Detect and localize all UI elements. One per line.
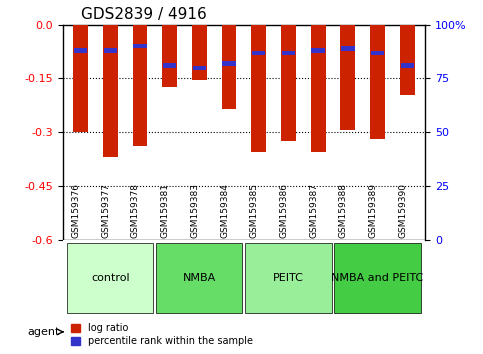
Text: GSM159378: GSM159378 [131,183,140,238]
Text: GSM159377: GSM159377 [101,183,110,238]
Bar [341,46,355,51]
Text: agent: agent [28,327,60,337]
Bar [400,25,414,95]
Bar [132,25,147,147]
Bar [133,44,147,48]
Text: GDS2839 / 4916: GDS2839 / 4916 [81,7,207,22]
Bar [281,25,296,141]
FancyBboxPatch shape [335,244,421,313]
FancyBboxPatch shape [245,244,331,313]
Bar [311,25,326,152]
Text: control: control [91,273,129,283]
Bar [341,25,355,130]
Text: GSM159390: GSM159390 [398,183,407,238]
Text: PEITC: PEITC [273,273,304,283]
Bar [222,25,237,109]
Bar [371,51,384,55]
Text: GSM159388: GSM159388 [339,183,348,238]
Bar [73,25,88,132]
Text: GSM159389: GSM159389 [369,183,378,238]
Bar [282,51,295,55]
Bar [400,63,414,68]
Bar [312,48,325,53]
Bar [222,61,236,65]
Text: GSM159385: GSM159385 [250,183,259,238]
Legend: log ratio, percentile rank within the sample: log ratio, percentile rank within the sa… [68,320,256,349]
Text: GSM159384: GSM159384 [220,183,229,238]
Bar [370,25,385,139]
Bar [162,25,177,87]
Bar [252,51,266,55]
Bar [251,25,266,152]
Bar [193,65,206,70]
Bar [163,63,176,68]
Bar [103,25,118,157]
Bar [104,48,117,53]
Text: GSM159386: GSM159386 [280,183,288,238]
Text: GSM159387: GSM159387 [309,183,318,238]
FancyBboxPatch shape [156,244,242,313]
Text: GSM159383: GSM159383 [190,183,199,238]
Bar [192,25,207,80]
Text: NMBA: NMBA [183,273,216,283]
Text: GSM159381: GSM159381 [161,183,170,238]
FancyBboxPatch shape [67,244,154,313]
Text: NMBA and PEITC: NMBA and PEITC [331,273,424,283]
Bar [74,48,87,53]
Text: GSM159376: GSM159376 [71,183,81,238]
